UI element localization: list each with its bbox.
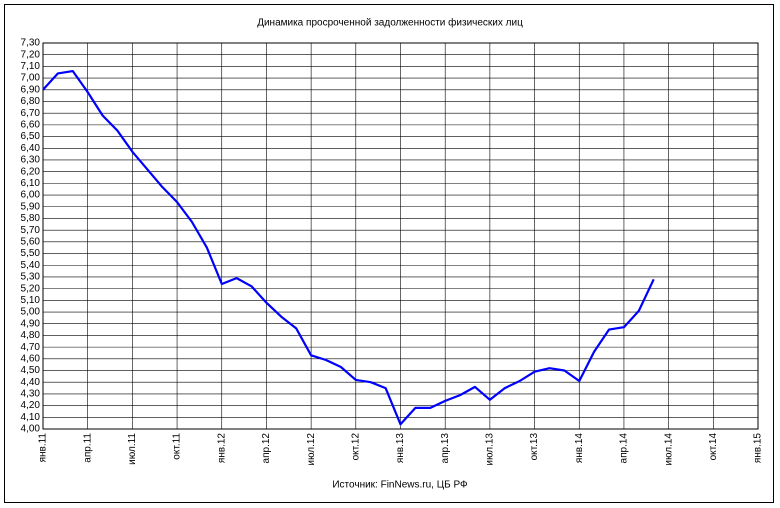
y-tick-label: 5,30: [21, 272, 41, 283]
x-tick-label: апр.11: [82, 433, 93, 463]
y-tick-label: 5,40: [21, 260, 41, 271]
x-tick-label: янв.15: [753, 433, 764, 464]
y-tick-label: 4,70: [21, 342, 41, 353]
data-line: [42, 70, 655, 426]
y-tick-label: 6,00: [21, 190, 41, 201]
y-tick-label: 4,60: [21, 353, 41, 364]
y-tick-label: 6,90: [21, 84, 41, 95]
x-tick-label: янв.12: [216, 433, 227, 464]
y-tick-label: 5,20: [21, 283, 41, 294]
y-tick-label: 7,00: [21, 73, 41, 84]
y-tick-label: 6,60: [21, 120, 41, 131]
y-tick-label: 6,70: [21, 108, 41, 119]
y-tick-label: 6,80: [21, 96, 41, 107]
x-tick-label: окт.12: [350, 433, 361, 461]
y-tick-label: 4,10: [21, 412, 41, 423]
chart-title: Динамика просроченной задолженности физи…: [257, 17, 523, 29]
x-tick-label: окт.14: [708, 433, 719, 461]
x-tick-label: окт.11: [172, 433, 183, 460]
x-tick-label: апр.13: [440, 433, 451, 464]
y-tick-label: 4,80: [21, 330, 41, 341]
x-tick-label: апр.14: [619, 433, 630, 464]
x-tick-label: апр.12: [261, 433, 272, 464]
x-tick-label: янв.13: [395, 433, 406, 464]
y-tick-label: 4,00: [21, 424, 41, 435]
y-tick-label: 7,20: [21, 49, 41, 60]
x-tick-label: янв.11: [38, 433, 49, 463]
y-tick-label: 5,00: [21, 307, 41, 318]
y-tick-label: 6,30: [21, 155, 41, 166]
y-tick-label: 7,30: [21, 38, 41, 49]
y-tick-label: 4,20: [21, 400, 41, 411]
x-tick-label: окт.13: [529, 433, 540, 461]
y-tick-label: 5,80: [21, 213, 41, 224]
y-tick-label: 7,10: [21, 61, 41, 72]
y-tick-label: 6,40: [21, 143, 41, 154]
y-tick-label: 6,10: [21, 178, 41, 189]
y-tick-label: 4,50: [21, 365, 41, 376]
y-tick-label: 6,50: [21, 131, 41, 142]
x-tick-label: июл.14: [663, 433, 674, 466]
x-tick-label: янв.14: [574, 433, 585, 464]
source-note: Источник: FinNews.ru, ЦБ РФ: [332, 480, 468, 491]
y-tick-label: 5,10: [21, 295, 41, 306]
x-tick-label: июл.12: [306, 433, 317, 466]
x-tick-label: июл.13: [485, 433, 496, 466]
y-tick-label: 4,90: [21, 318, 41, 329]
y-tick-label: 5,50: [21, 248, 41, 259]
y-tick-label: 4,30: [21, 389, 41, 400]
y-tick-label: 5,60: [21, 236, 41, 247]
y-tick-label: 5,70: [21, 225, 41, 236]
x-tick-label: июл.11: [127, 433, 138, 465]
y-tick-label: 6,20: [21, 166, 41, 177]
y-tick-label: 5,90: [21, 201, 41, 212]
y-tick-label: 4,40: [21, 377, 41, 388]
